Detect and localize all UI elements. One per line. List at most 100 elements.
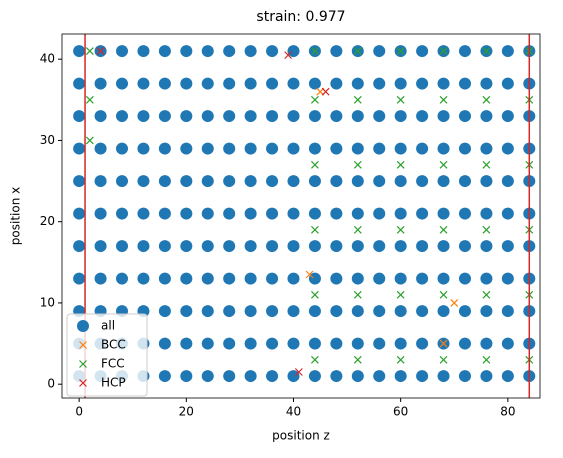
scatter-point [73, 240, 86, 253]
scatter-point [94, 240, 107, 253]
scatter-point [394, 370, 407, 383]
scatter-point [501, 370, 514, 383]
scatter-point [244, 110, 257, 123]
scatter-point [458, 175, 471, 188]
scatter-point [73, 175, 86, 188]
scatter-point [158, 240, 171, 253]
scatter-point [94, 142, 107, 155]
scatter-point [266, 207, 279, 220]
scatter-point [480, 272, 493, 285]
scatter-point [394, 77, 407, 90]
scatter-point [351, 175, 364, 188]
scatter-point [501, 110, 514, 123]
scatter-point [330, 240, 343, 253]
x-axis-label: position z [272, 429, 330, 443]
scatter-point [501, 305, 514, 318]
scatter-point [480, 305, 493, 318]
scatter-point [416, 370, 429, 383]
scatter-point [244, 370, 257, 383]
scatter-point [351, 240, 364, 253]
scatter-point [223, 45, 236, 58]
scatter-point [396, 355, 405, 364]
scatter-point [351, 337, 364, 350]
scatter-point [223, 175, 236, 188]
x-tick-label: 80 [500, 405, 515, 419]
scatter-point [416, 272, 429, 285]
scatter-point [439, 95, 448, 104]
scatter-point [308, 77, 321, 90]
scatter-point [437, 142, 450, 155]
scatter-point [480, 240, 493, 253]
scatter-point [458, 272, 471, 285]
scatter-point [180, 337, 193, 350]
scatter-point [201, 45, 214, 58]
scatter-point [458, 337, 471, 350]
scatter-point [373, 240, 386, 253]
scatter-point [330, 77, 343, 90]
scatter-point [353, 225, 362, 234]
legend-label: all [101, 319, 115, 333]
scatter-point [266, 175, 279, 188]
scatter-point [180, 370, 193, 383]
scatter-point [482, 355, 491, 364]
scatter-point [223, 370, 236, 383]
scatter-point [311, 290, 319, 299]
scatter-point [394, 207, 407, 220]
scatter-point [287, 240, 300, 253]
scatter-point [480, 77, 493, 90]
y-axis-label: position x [9, 187, 23, 245]
scatter-point [180, 45, 193, 58]
scatter-point [458, 45, 471, 58]
scatter-point [351, 207, 364, 220]
scatter-point [244, 77, 257, 90]
scatter-point [201, 370, 214, 383]
scatter-point [330, 45, 343, 58]
scatter-point [287, 110, 300, 123]
scatter-point [482, 47, 491, 55]
scatter-point [308, 142, 321, 155]
scatter-point [201, 240, 214, 253]
scatter-point [180, 110, 193, 123]
scatter-point [287, 142, 300, 155]
scatter-point [396, 160, 405, 169]
scatter-point [394, 337, 407, 350]
scatter-point [287, 370, 300, 383]
scatter-point [394, 240, 407, 253]
scatter-point [396, 225, 405, 234]
scatter-point [351, 110, 364, 123]
legend-marker [79, 341, 87, 349]
scatter-point [85, 47, 94, 55]
scatter-point [439, 339, 448, 348]
scatter-point [201, 305, 214, 318]
scatter-point [311, 95, 319, 104]
scatter-point [458, 110, 471, 123]
scatter-point [458, 305, 471, 318]
scatter-point [85, 136, 94, 145]
scatter-point [351, 142, 364, 155]
scatter-point [373, 207, 386, 220]
scatter-point [480, 110, 493, 123]
scatter-point [308, 207, 321, 220]
scatter-point [85, 95, 94, 104]
scatter-point [244, 337, 257, 350]
scatter-point [373, 337, 386, 350]
scatter-point [116, 240, 129, 253]
scatter-point [501, 45, 514, 58]
scatter-point [308, 110, 321, 123]
scatter-point [480, 175, 493, 188]
scatter-point [266, 142, 279, 155]
scatter-point [158, 45, 171, 58]
scatter-point [94, 175, 107, 188]
scatter-point [437, 77, 450, 90]
x-tick-label: 20 [179, 405, 194, 419]
scatter-point [330, 370, 343, 383]
scatter-point [437, 305, 450, 318]
scatter-point [223, 110, 236, 123]
scatter-point [116, 175, 129, 188]
scatter-point [223, 142, 236, 155]
scatter-point [137, 175, 150, 188]
y-tick-label: 40 [40, 52, 55, 66]
scatter-point [308, 240, 321, 253]
scatter-point [287, 45, 300, 58]
scatter-point [223, 305, 236, 318]
